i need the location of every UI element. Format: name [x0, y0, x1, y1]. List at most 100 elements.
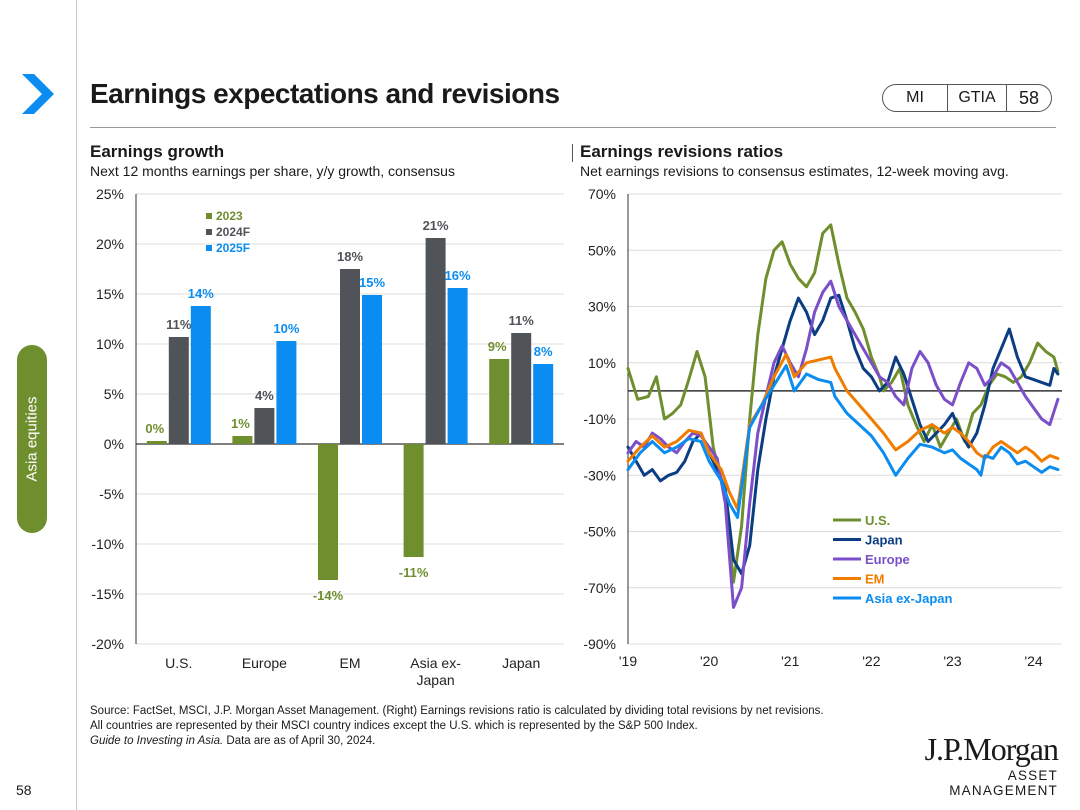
- legend-swatch: [206, 213, 212, 219]
- bar-2023: [403, 444, 424, 557]
- bar-2025f: [362, 295, 382, 444]
- series-line-asia-ex-japan: [626, 364, 1060, 519]
- x-tick-label: Japan: [502, 655, 540, 671]
- bar-2024f: [425, 238, 446, 444]
- y-tick-label: 5%: [104, 386, 124, 402]
- legend-label: 2025F: [216, 241, 250, 255]
- data-label: 1%: [231, 416, 250, 431]
- series-line-europe: [626, 279, 1060, 609]
- bar-2025f: [190, 306, 211, 444]
- data-label: 15%: [359, 275, 385, 290]
- earnings-growth-chart: -20% -15% -10% -5% 0% 5% 10% 15% 20% 25% U.S. 0% 11%…: [91, 186, 564, 688]
- right-chart-title: Earnings revisions ratios: [580, 142, 784, 161]
- left-rule: [76, 0, 77, 810]
- legend-label: 2024F: [216, 225, 250, 239]
- bar-2024f: [254, 408, 275, 444]
- logo-wordmark: J.P.Morgan: [924, 731, 1059, 767]
- y-tick-label: 20%: [96, 236, 124, 252]
- source-date: Data are as of April 30, 2024.: [223, 735, 376, 747]
- legend-swatch: [206, 245, 212, 251]
- source-line-3: Guide to Investing in Asia. Data are as …: [90, 734, 890, 749]
- tag-gtia[interactable]: GTIA: [948, 85, 1007, 111]
- data-label: 18%: [337, 249, 363, 264]
- data-label: 8%: [534, 344, 553, 359]
- y-tick-label: -10%: [91, 536, 124, 552]
- y-tick-label: 25%: [96, 186, 124, 202]
- data-label: 16%: [445, 268, 471, 283]
- y-tick-label: -5%: [99, 486, 124, 502]
- chart-divider: [572, 144, 573, 162]
- x-tick-label: EM: [340, 655, 361, 671]
- tag-group: MI GTIA 58: [882, 84, 1052, 112]
- legend-swatch: [206, 229, 212, 235]
- tag-page-number: 58: [1018, 87, 1040, 108]
- y-tick-label: -50%: [583, 524, 616, 540]
- y-tick-label: -30%: [583, 467, 616, 483]
- y-tick-label: -70%: [583, 580, 616, 596]
- x-tick-label: U.S.: [165, 655, 192, 671]
- data-label: 14%: [188, 286, 214, 301]
- data-label: 11%: [509, 313, 535, 328]
- y-tick-label: -15%: [91, 586, 124, 602]
- legend-label: Japan: [865, 533, 903, 548]
- x-tick-label: '24: [1024, 653, 1042, 669]
- right-chart-subtitle: Net earnings revisions to consensus esti…: [580, 163, 1009, 179]
- x-tick-label: '21: [781, 653, 799, 669]
- data-label: 9%: [488, 339, 507, 354]
- page-title: Earnings expectations and revisions: [90, 78, 560, 109]
- data-label: 4%: [255, 388, 274, 403]
- data-label: 21%: [423, 218, 449, 233]
- bar-2023: [489, 359, 510, 444]
- left-chart-title: Earnings growth: [90, 142, 225, 161]
- legend-label: Asia ex-Japan: [865, 591, 952, 606]
- source-note: Source: FactSet, MSCI, J.P. Morgan Asset…: [90, 704, 890, 749]
- series-line-em: [626, 352, 1060, 511]
- legend-label: U.S.: [865, 513, 890, 528]
- legend-label: EM: [865, 572, 885, 587]
- section-tab[interactable]: Asia equities: [17, 345, 47, 533]
- left-chart-subtitle: Next 12 months earnings per share, y/y g…: [90, 163, 455, 179]
- tag-mi[interactable]: MI: [883, 85, 948, 111]
- bar-2025f: [533, 364, 554, 444]
- y-tick-label: -10%: [583, 411, 616, 427]
- legend-label: Europe: [865, 552, 910, 567]
- y-tick-label: 10%: [588, 355, 616, 371]
- section-tab-label: Asia equities: [23, 396, 41, 482]
- title-divider: [90, 127, 1056, 128]
- bar-2024f: [168, 337, 189, 444]
- y-tick-label: 10%: [96, 336, 124, 352]
- page-number: 58: [16, 782, 32, 798]
- series-line-u-s-: [626, 223, 1060, 584]
- chevron-right-icon: [20, 72, 56, 121]
- earnings-revisions-chart: -90% -70% -50% -30% -10% 10% 30% 50% 70% '19 '20 '2…: [583, 186, 1062, 669]
- x-tick-label: '19: [619, 653, 637, 669]
- data-label: -14%: [313, 588, 344, 603]
- source-line-1: Source: FactSet, MSCI, J.P. Morgan Asset…: [90, 705, 824, 717]
- bar-2023: [232, 436, 253, 444]
- bar-2024f: [340, 269, 360, 444]
- data-label: 10%: [273, 321, 299, 336]
- x-tick-label: Asia ex-: [410, 655, 461, 671]
- source-italic: Guide to Investing in Asia.: [90, 735, 224, 747]
- y-tick-label: 15%: [96, 286, 124, 302]
- x-tick-label: '22: [862, 653, 880, 669]
- data-label: -11%: [399, 565, 429, 580]
- bar-2024f: [511, 333, 532, 444]
- source-line-2: All countries are represented by their M…: [90, 720, 698, 732]
- bar-2025f: [447, 288, 468, 444]
- jpmorgan-logo: J.P.Morgan ASSET MANAGEMENT: [902, 731, 1059, 798]
- y-tick-label: 70%: [588, 186, 616, 202]
- x-tick-label: '23: [943, 653, 961, 669]
- bar-2025f: [276, 341, 297, 444]
- x-tick-label: '20: [700, 653, 718, 669]
- x-tick-label: Japan: [417, 672, 455, 688]
- legend-label: 2023: [216, 209, 243, 223]
- data-label: 0%: [145, 421, 164, 436]
- y-tick-label: -90%: [583, 636, 616, 652]
- bar-2023: [146, 441, 167, 444]
- x-tick-label: Europe: [242, 655, 287, 671]
- data-label: 11%: [166, 317, 192, 332]
- bar-2023: [318, 444, 338, 580]
- y-tick-label: -20%: [91, 636, 124, 652]
- y-tick-label: 0%: [104, 436, 124, 452]
